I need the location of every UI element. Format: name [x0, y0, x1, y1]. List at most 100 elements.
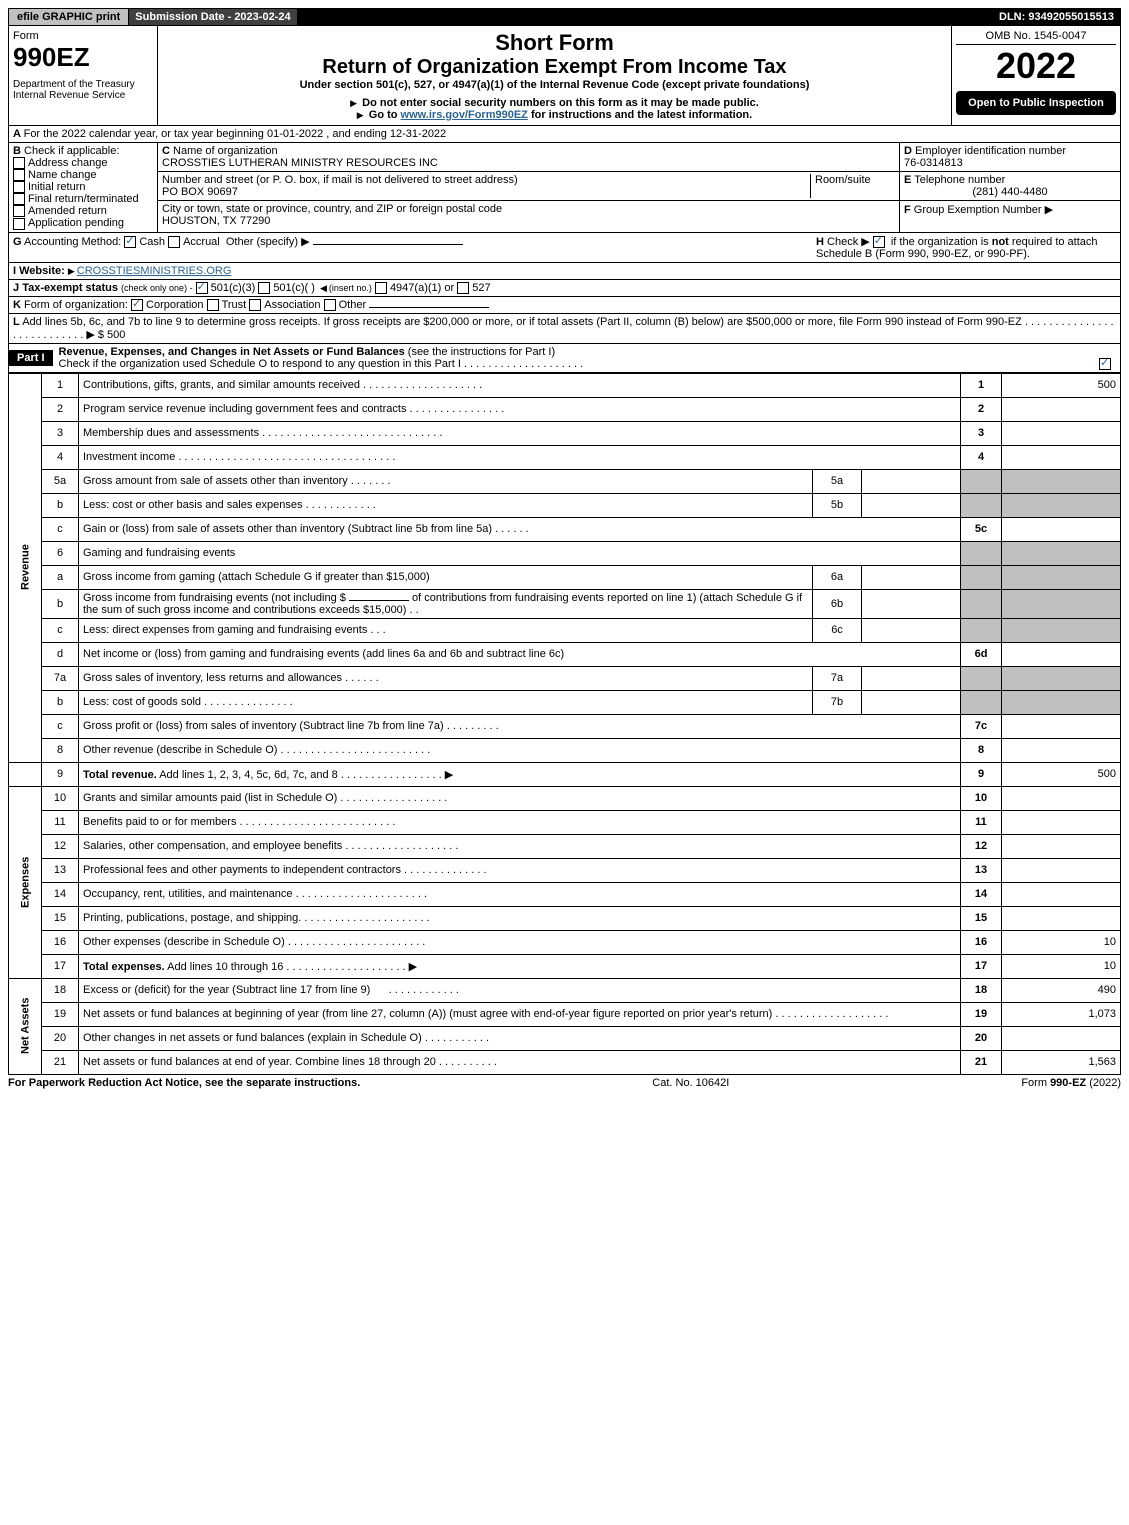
line-text: Gross income from gaming (attach Schedul… — [83, 571, 430, 583]
opt-final-return: Final return/terminated — [28, 193, 139, 205]
org-name: CROSSTIES LUTHERAN MINISTRY RESOURCES IN… — [162, 157, 438, 169]
line-num: 4 — [42, 445, 79, 469]
schedule-b-checkbox[interactable] — [873, 236, 885, 248]
corporation-checkbox[interactable] — [131, 299, 143, 311]
line-box: 11 — [961, 810, 1002, 834]
line-value — [1002, 642, 1121, 666]
line-value — [1002, 738, 1121, 762]
table-row: c Gain or (loss) from sale of assets oth… — [9, 517, 1121, 541]
501c3-label: 501(c)(3) — [211, 282, 256, 294]
arrow-icon — [68, 265, 77, 277]
website-link[interactable]: CROSSTIESMINISTRIES.ORG — [77, 265, 232, 277]
form-number: 990EZ — [13, 42, 153, 73]
warning-2: Go to www.irs.gov/Form990EZ for instruct… — [162, 109, 947, 121]
cash-checkbox[interactable] — [124, 236, 136, 248]
line-num: 17 — [42, 954, 79, 978]
gray-cell — [961, 469, 1002, 493]
line-num: 19 — [42, 1002, 79, 1026]
line-value: 500 — [1002, 762, 1121, 786]
table-row: d Net income or (loss) from gaming and f… — [9, 642, 1121, 666]
line-box: 17 — [961, 954, 1002, 978]
line-num: b — [42, 493, 79, 517]
part-i-check-line: Check if the organization used Schedule … — [59, 358, 461, 370]
line-text: Other revenue (describe in Schedule O) — [83, 744, 277, 756]
form-header-left: Form 990EZ Department of the Treasury In… — [9, 26, 158, 125]
schedule-o-checkbox[interactable] — [1099, 358, 1111, 370]
table-row: 12 Salaries, other compensation, and emp… — [9, 834, 1121, 858]
section-gh: G Accounting Method: Cash Accrual Other … — [8, 233, 1121, 263]
line-box: 19 — [961, 1002, 1002, 1026]
501c3-checkbox[interactable] — [196, 282, 208, 294]
line-num: 8 — [42, 738, 79, 762]
other-org-checkbox[interactable] — [324, 299, 336, 311]
trust-checkbox[interactable] — [207, 299, 219, 311]
line-box: 9 — [961, 762, 1002, 786]
line-value — [1002, 1026, 1121, 1050]
line-num: 12 — [42, 834, 79, 858]
line-value: 490 — [1002, 978, 1121, 1002]
section-l-text: Add lines 5b, 6c, and 7b to line 9 to de… — [22, 316, 1022, 328]
phone-label: Telephone number — [914, 174, 1005, 186]
contrib-amount-input[interactable] — [349, 600, 409, 601]
initial-return-checkbox[interactable] — [13, 181, 25, 193]
line-value — [1002, 517, 1121, 541]
part-i-note: (see the instructions for Part I) — [408, 346, 555, 358]
line-num: 5a — [42, 469, 79, 493]
footer-center: Cat. No. 10642I — [652, 1077, 729, 1089]
efile-print-button[interactable]: efile GRAPHIC print — [9, 9, 128, 25]
other-specify-input[interactable] — [313, 244, 463, 245]
opt-amended-return: Amended return — [28, 205, 107, 217]
line-num: c — [42, 618, 79, 642]
line-value — [1002, 397, 1121, 421]
address-change-checkbox[interactable] — [13, 157, 25, 169]
gray-cell — [961, 589, 1002, 618]
irs-link[interactable]: www.irs.gov/Form990EZ — [401, 109, 528, 121]
4947-checkbox[interactable] — [375, 282, 387, 294]
form-org-label: Form of organization: — [24, 299, 128, 311]
page-footer: For Paperwork Reduction Act Notice, see … — [8, 1075, 1121, 1091]
table-row: Net Assets 18 Excess or (deficit) for th… — [9, 978, 1121, 1002]
form-word: Form — [13, 30, 153, 42]
line-num: 6 — [42, 541, 79, 565]
501c-checkbox[interactable] — [258, 282, 270, 294]
amended-return-checkbox[interactable] — [13, 205, 25, 217]
line-text: Other expenses (describe in Schedule O) — [83, 936, 285, 948]
table-row: b Less: cost of goods sold . . . . . . .… — [9, 690, 1121, 714]
gray-cell — [1002, 469, 1121, 493]
application-pending-checkbox[interactable] — [13, 218, 25, 230]
line-value — [1002, 906, 1121, 930]
line-text: Occupancy, rent, utilities, and maintena… — [83, 888, 293, 900]
table-row: c Less: direct expenses from gaming and … — [9, 618, 1121, 642]
sub-value — [862, 469, 961, 493]
other-org-input[interactable] — [369, 307, 489, 308]
line-num: 7a — [42, 666, 79, 690]
association-checkbox[interactable] — [249, 299, 261, 311]
sub-box: 5b — [813, 493, 862, 517]
final-return-checkbox[interactable] — [13, 193, 25, 205]
line-box: 1 — [961, 373, 1002, 397]
arrow-icon — [357, 109, 366, 121]
accrual-checkbox[interactable] — [168, 236, 180, 248]
name-change-checkbox[interactable] — [13, 169, 25, 181]
gray-cell — [1002, 666, 1121, 690]
org-name-label: Name of organization — [173, 145, 278, 157]
line-text: Gain or (loss) from sale of assets other… — [83, 523, 492, 535]
sub-value — [862, 690, 961, 714]
h-not: not — [992, 236, 1009, 248]
table-row: c Gross profit or (loss) from sales of i… — [9, 714, 1121, 738]
table-row: 20 Other changes in net assets or fund b… — [9, 1026, 1121, 1050]
line-box: 6d — [961, 642, 1002, 666]
accrual-label: Accrual — [183, 236, 220, 248]
opt-address-change: Address change — [28, 157, 108, 169]
table-row: 3 Membership dues and assessments . . . … — [9, 421, 1121, 445]
city-value: HOUSTON, TX 77290 — [162, 215, 270, 227]
line-text: Program service revenue including govern… — [83, 403, 406, 415]
warning-1-text: Do not enter social security numbers on … — [362, 97, 759, 109]
527-checkbox[interactable] — [457, 282, 469, 294]
line-box: 2 — [961, 397, 1002, 421]
table-row: 8 Other revenue (describe in Schedule O)… — [9, 738, 1121, 762]
trust-label: Trust — [222, 299, 247, 311]
line-value — [1002, 421, 1121, 445]
gray-cell — [1002, 690, 1121, 714]
gray-cell — [961, 541, 1002, 565]
